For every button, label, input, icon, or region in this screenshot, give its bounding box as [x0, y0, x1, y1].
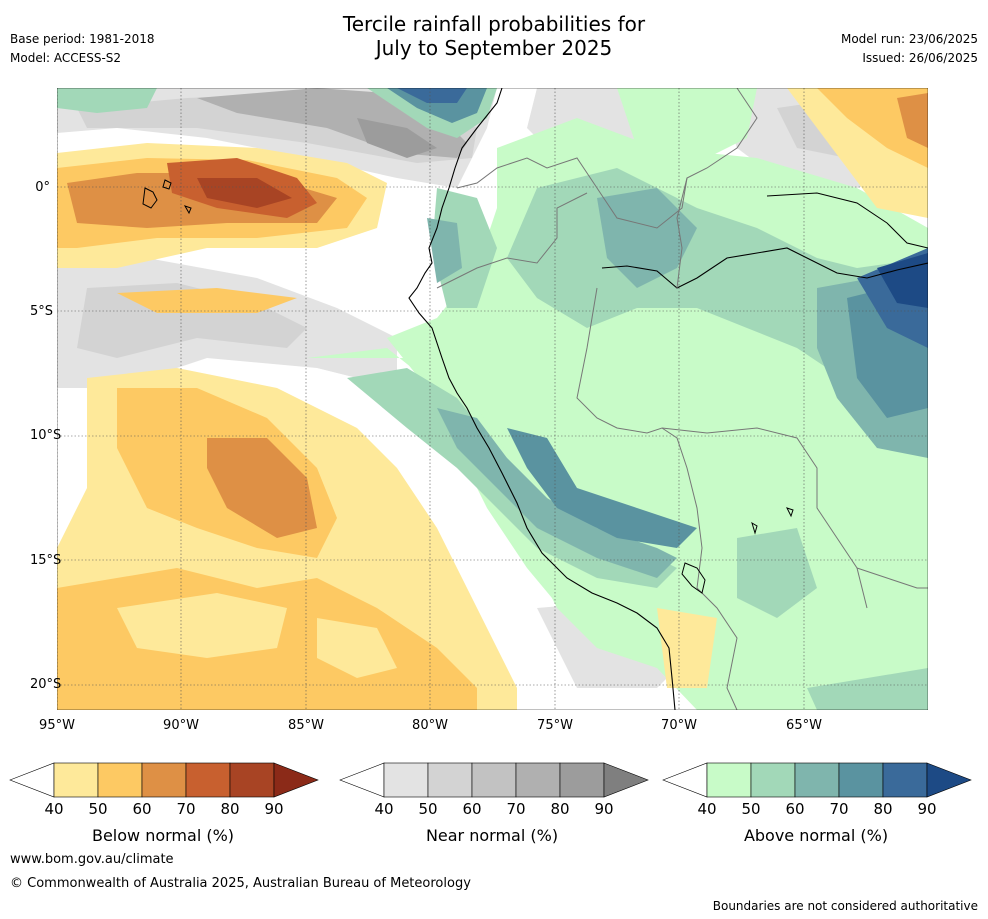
lat-label-20s: 20°S — [30, 677, 62, 692]
lat-label-0: 0° — [35, 180, 50, 195]
galapagos-islands — [142, 187, 158, 209]
lat-label-15s: 15°S — [30, 553, 62, 568]
below-tick-70: 70 — [176, 800, 196, 818]
copyright: © Commonwealth of Australia 2025, Austra… — [10, 876, 471, 891]
below-swatch-4 — [229, 762, 275, 798]
above-tick-90: 90 — [917, 800, 937, 818]
legend-near-label: Near normal (%) — [425, 826, 559, 845]
colorbars — [9, 762, 972, 798]
near-tick-70: 70 — [506, 800, 526, 818]
amazon-river — [601, 247, 928, 289]
above-tick-80: 80 — [873, 800, 893, 818]
coastline — [408, 88, 676, 710]
legend-below-label: Below normal (%) — [91, 826, 235, 845]
near-tick-40: 40 — [374, 800, 394, 818]
below-swatch-2 — [141, 762, 187, 798]
lon-label-65w: 65°W — [786, 718, 822, 733]
below-tick-40: 40 — [44, 800, 64, 818]
lon-label-95w: 95°W — [39, 718, 75, 733]
above-swatch-4 — [882, 762, 928, 798]
website-link[interactable]: www.bom.gov.au/climate — [10, 852, 174, 867]
near-tick-90: 90 — [594, 800, 614, 818]
below-tick-80: 80 — [220, 800, 240, 818]
below-swatch-1 — [97, 762, 143, 798]
below-tick-90: 90 — [264, 800, 284, 818]
near-swatch-3 — [515, 762, 561, 798]
graticule — [57, 88, 928, 710]
above-tick-40: 40 — [697, 800, 717, 818]
lon-label-80w: 80°W — [412, 718, 448, 733]
above-tick-70: 70 — [829, 800, 849, 818]
probability-map — [57, 88, 928, 710]
title-line-2: July to September 2025 — [375, 36, 613, 60]
above-tick-60: 60 — [785, 800, 805, 818]
below-extend-low — [9, 762, 55, 798]
near-extend-high — [603, 762, 649, 798]
near-swatch-2 — [471, 762, 517, 798]
model-run: Model run: 23/06/2025 — [840, 32, 978, 46]
map-title: Tercile rainfall probabilities for July … — [0, 12, 988, 60]
lon-label-70w: 70°W — [661, 718, 697, 733]
legend-above-label: Above normal (%) — [743, 826, 889, 845]
near-tick-50: 50 — [418, 800, 438, 818]
country-borders — [436, 88, 928, 710]
title-line-1: Tercile rainfall probabilities for — [342, 12, 646, 36]
near-tick-80: 80 — [550, 800, 570, 818]
lat-label-5s: 5°S — [30, 304, 54, 319]
near-swatch-4 — [559, 762, 605, 798]
near-tick-60: 60 — [462, 800, 482, 818]
above-swatch-1 — [750, 762, 796, 798]
lon-label-75w: 75°W — [537, 718, 573, 733]
disclaimer: Boundaries are not considered authoritat… — [712, 899, 978, 913]
above-extend-high — [926, 762, 972, 798]
lat-label-10s: 10°S — [30, 428, 62, 443]
below-extend-high — [273, 762, 319, 798]
above-extend-low — [662, 762, 708, 798]
lon-label-85w: 85°W — [288, 718, 324, 733]
below-tick-50: 50 — [88, 800, 108, 818]
above-tick-50: 50 — [741, 800, 761, 818]
above-swatch-0 — [706, 762, 752, 798]
near-extend-low — [339, 762, 385, 798]
colorbar-above — [662, 762, 972, 798]
below-swatch-3 — [185, 762, 231, 798]
below-swatch-0 — [53, 762, 99, 798]
below-tick-60: 60 — [132, 800, 152, 818]
lon-label-90w: 90°W — [163, 718, 199, 733]
lake-titicaca — [681, 562, 706, 594]
issued-date: Issued: 26/06/2025 — [862, 51, 978, 65]
near-swatch-0 — [383, 762, 429, 798]
above-swatch-2 — [794, 762, 840, 798]
model-name: Model: ACCESS-S2 — [10, 51, 122, 65]
above-swatch-3 — [838, 762, 884, 798]
near-swatch-1 — [427, 762, 473, 798]
colorbar-below — [9, 762, 319, 798]
colorbar-near — [339, 762, 649, 798]
base-period: Base period: 1981-2018 — [10, 32, 155, 46]
